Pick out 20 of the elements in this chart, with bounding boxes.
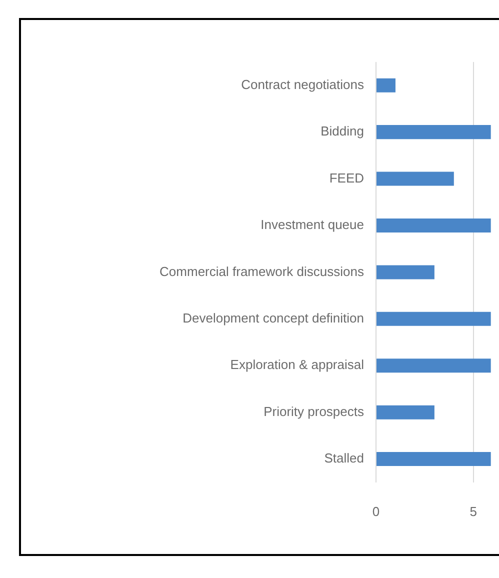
bar xyxy=(376,218,491,232)
y-tick-label: Priority prospects xyxy=(264,404,364,419)
bar xyxy=(376,312,491,326)
y-tick-label: Development concept definition xyxy=(182,310,364,326)
x-tick-label: 0 xyxy=(372,504,380,519)
bar xyxy=(376,78,396,92)
x-tick-label: 5 xyxy=(470,504,477,519)
bar xyxy=(376,405,434,420)
y-tick-label: Contract negotiations xyxy=(241,76,364,92)
y-tick-label: Investment queue xyxy=(260,217,364,232)
bar xyxy=(376,265,434,280)
y-tick-label: Exploration & appraisal xyxy=(230,357,364,372)
bar xyxy=(376,452,491,466)
y-tick-label: Bidding xyxy=(320,124,364,139)
y-tick-label: Commercial framework discussions xyxy=(160,264,364,279)
bar xyxy=(376,125,491,140)
y-tick-label: Stalled xyxy=(324,450,364,466)
y-tick-label: FEED xyxy=(329,170,364,186)
bar xyxy=(376,358,491,373)
bar xyxy=(376,172,454,186)
